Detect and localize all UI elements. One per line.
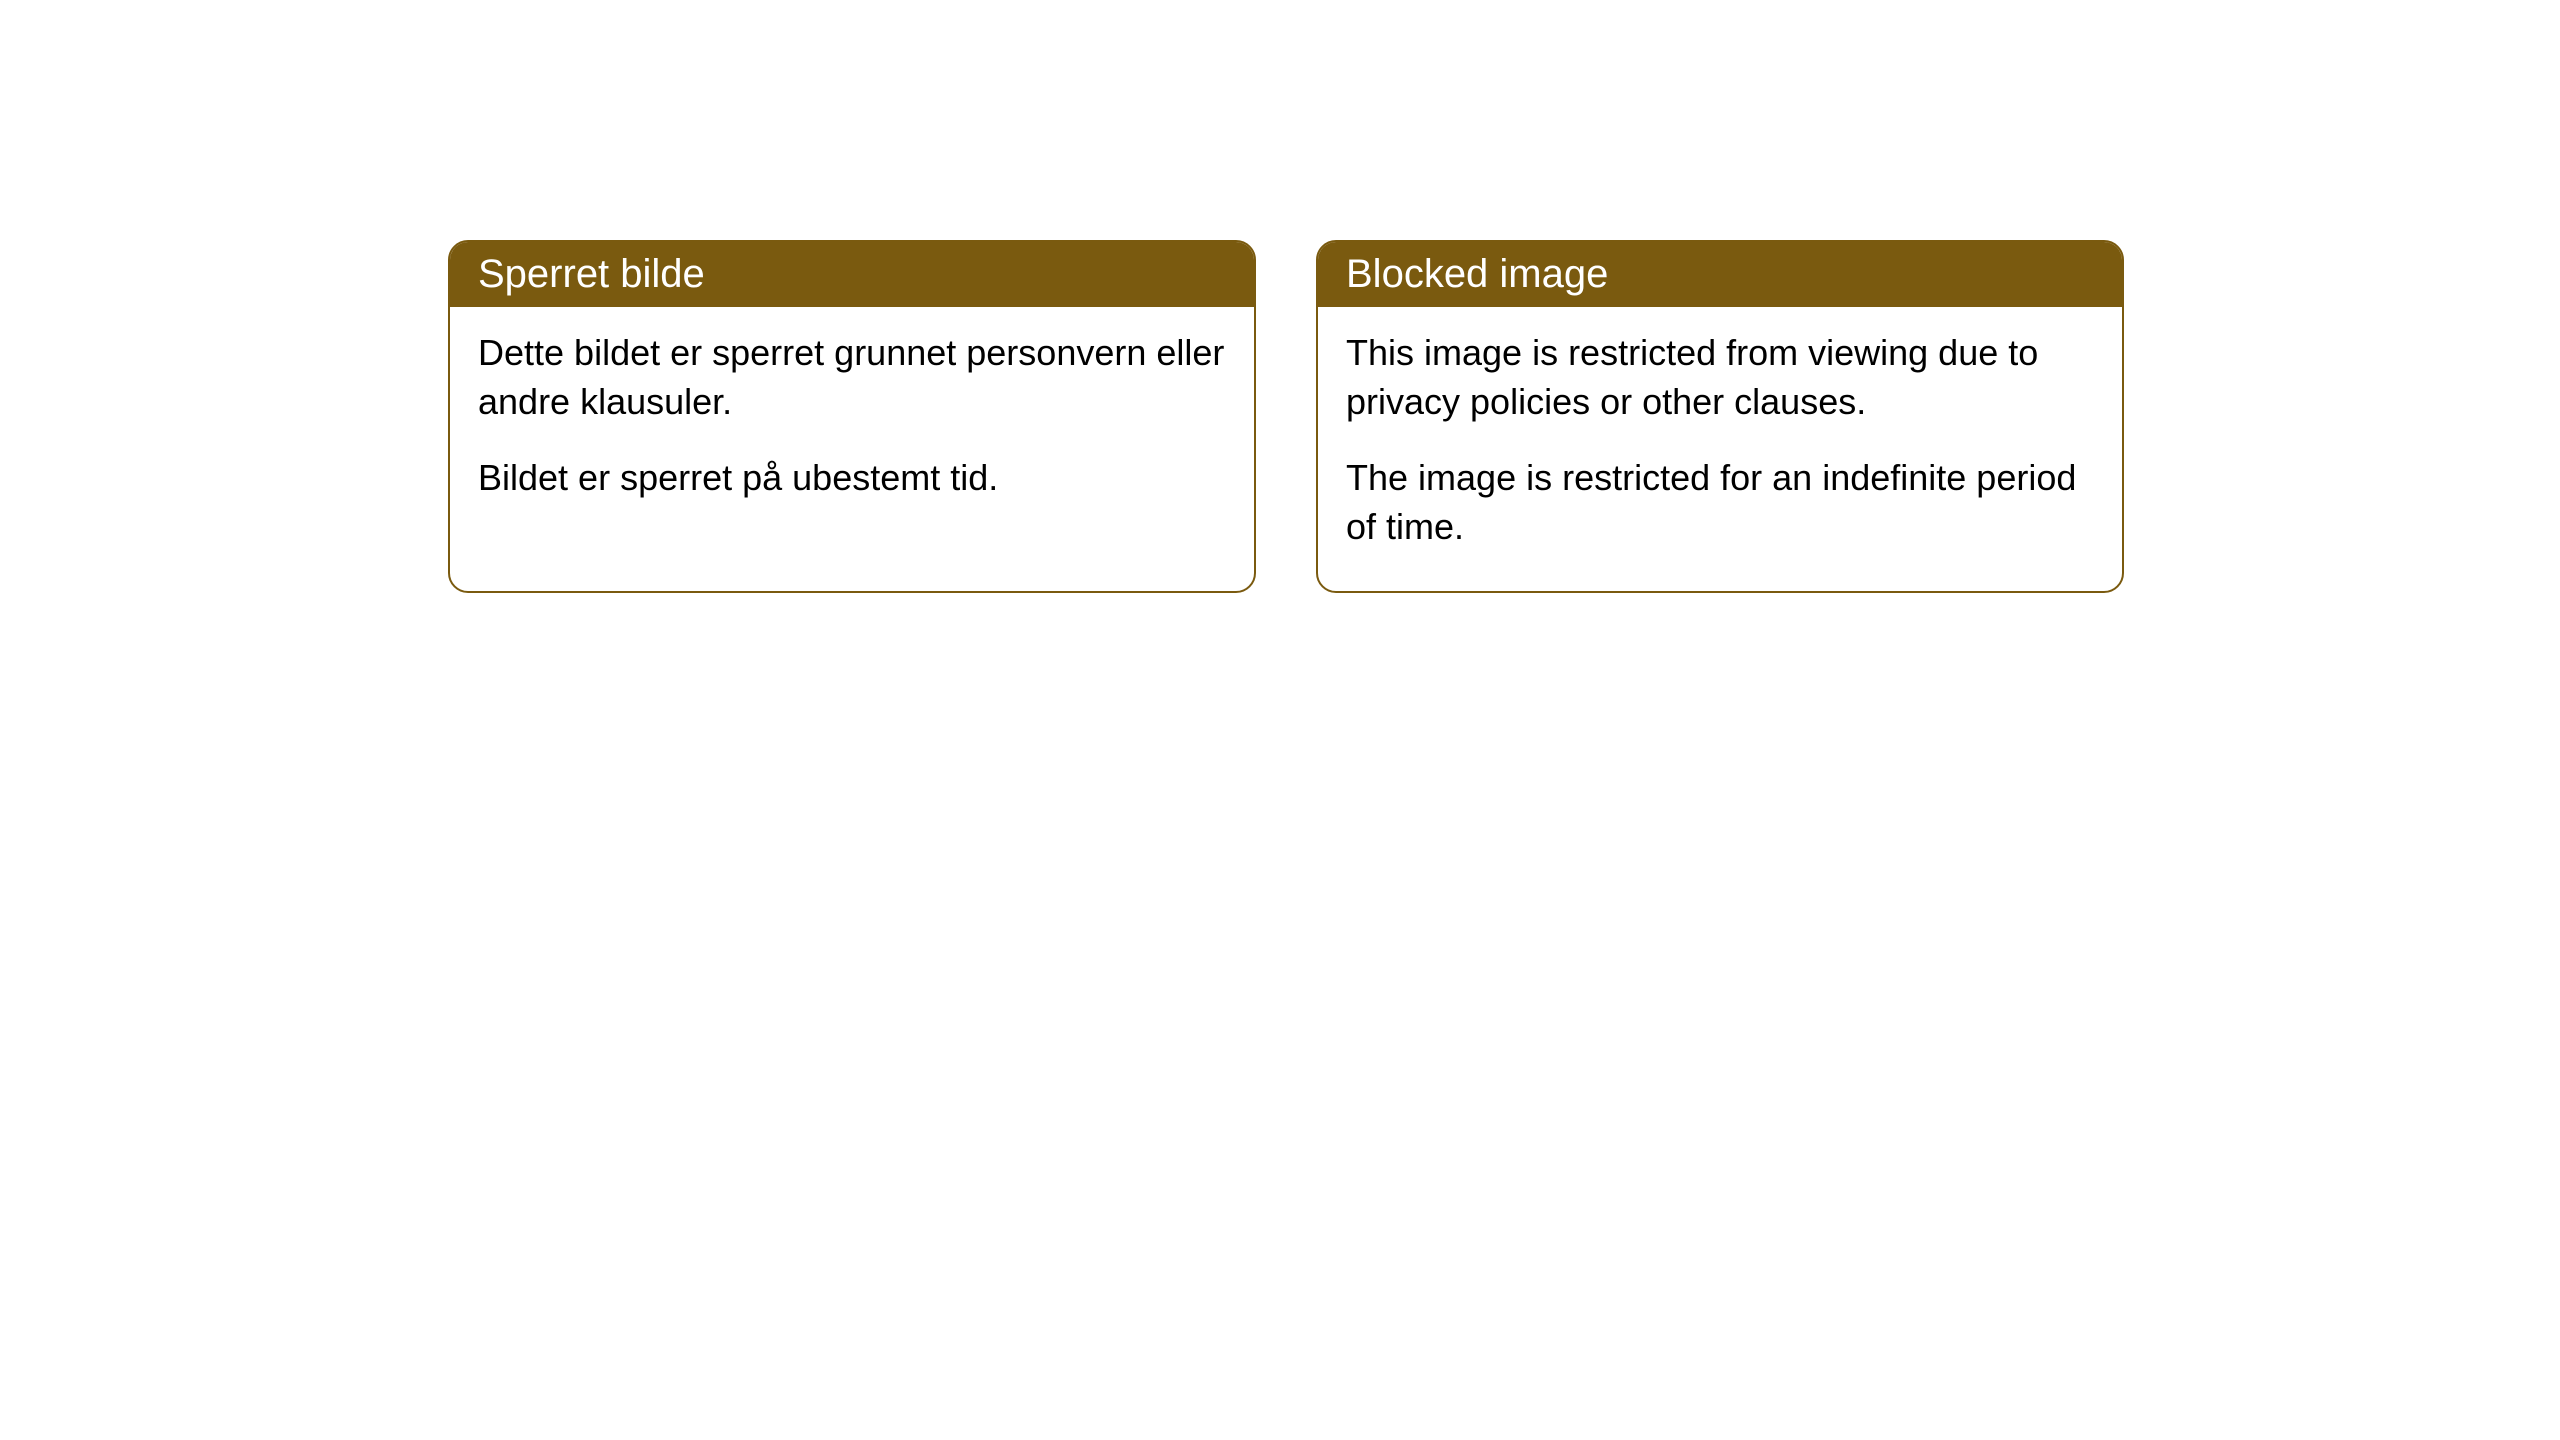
card-body-english: This image is restricted from viewing du… xyxy=(1318,307,2122,591)
card-paragraph-2: The image is restricted for an indefinit… xyxy=(1346,454,2094,551)
card-title: Blocked image xyxy=(1346,252,1608,296)
card-title: Sperret bilde xyxy=(478,252,705,296)
card-paragraph-2: Bildet er sperret på ubestemt tid. xyxy=(478,454,1226,503)
card-header-norwegian: Sperret bilde xyxy=(450,242,1254,307)
card-header-english: Blocked image xyxy=(1318,242,2122,307)
card-paragraph-1: This image is restricted from viewing du… xyxy=(1346,329,2094,426)
blocked-image-card-english: Blocked image This image is restricted f… xyxy=(1316,240,2124,593)
blocked-image-card-norwegian: Sperret bilde Dette bildet er sperret gr… xyxy=(448,240,1256,593)
card-paragraph-1: Dette bildet er sperret grunnet personve… xyxy=(478,329,1226,426)
cards-container: Sperret bilde Dette bildet er sperret gr… xyxy=(0,0,2560,593)
card-body-norwegian: Dette bildet er sperret grunnet personve… xyxy=(450,307,1254,543)
